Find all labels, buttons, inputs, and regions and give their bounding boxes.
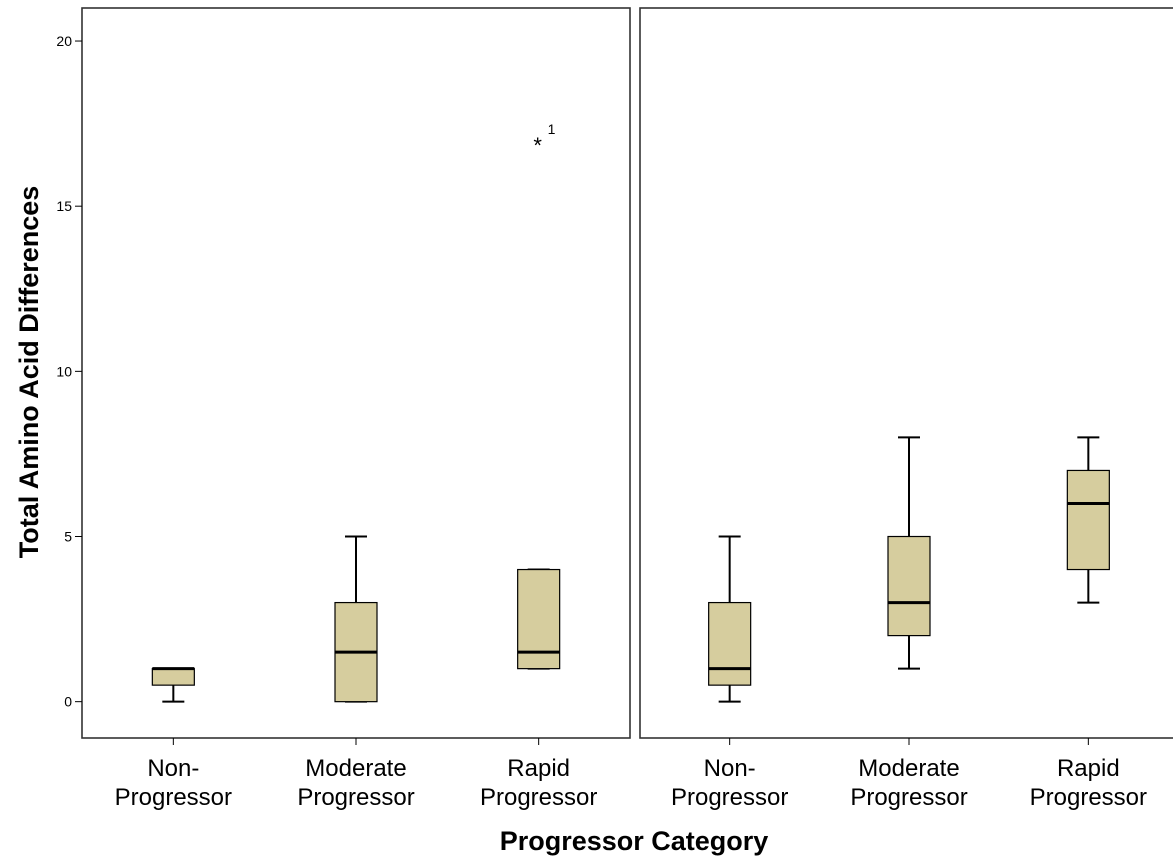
box-rapidprogressor: *1: [517, 121, 561, 670]
y-tick-label: 0: [64, 694, 72, 710]
box-moderateprogressor: [887, 436, 931, 670]
x-tick-label: Moderate: [858, 755, 959, 782]
panel-2: Non-ProgressorModerateProgressorRapidPro…: [639, 7, 1173, 811]
x-axis-title: Progressor Category: [500, 826, 769, 856]
x-tick-label: Rapid: [1057, 755, 1120, 782]
x-tick-label: Rapid: [507, 755, 570, 782]
y-axis-title: Total Amino Acid Differences: [14, 186, 44, 559]
box-iqr: [708, 601, 752, 686]
y-tick-label: 15: [56, 198, 72, 214]
y-tick-label: 5: [64, 529, 72, 545]
y-axis: 0 5 10 15 20: [56, 33, 82, 710]
panel-1: Non-ProgressorModerateProgressor*1RapidP…: [81, 7, 631, 811]
box-nonprogressor: [708, 535, 752, 703]
x-tick-label: Progressor: [115, 784, 232, 811]
panels-layer: Non-ProgressorModerateProgressor*1RapidP…: [81, 7, 1173, 811]
box-iqr: [887, 535, 931, 637]
x-tick-label: Moderate: [305, 755, 406, 782]
x-tick-label: Progressor: [297, 784, 414, 811]
outlier-marker: *: [533, 133, 542, 158]
y-tick-label: 20: [56, 33, 72, 49]
box-nonprogressor: [151, 667, 195, 703]
x-tick-label: Progressor: [850, 784, 967, 811]
box-iqr: [517, 568, 561, 670]
x-tick-label: Non-: [704, 755, 756, 782]
box-iqr: [151, 668, 195, 686]
y-tick-label: 10: [56, 363, 72, 379]
x-tick-label: Progressor: [1030, 784, 1147, 811]
box-iqr: [1066, 469, 1110, 571]
x-tick-label: Non-: [147, 755, 199, 782]
outlier-label: 1: [548, 121, 556, 137]
box-rapidprogressor: [1066, 436, 1110, 604]
x-tick-label: Progressor: [480, 784, 597, 811]
x-tick-label: Progressor: [671, 784, 788, 811]
box-moderateprogressor: [334, 535, 378, 703]
